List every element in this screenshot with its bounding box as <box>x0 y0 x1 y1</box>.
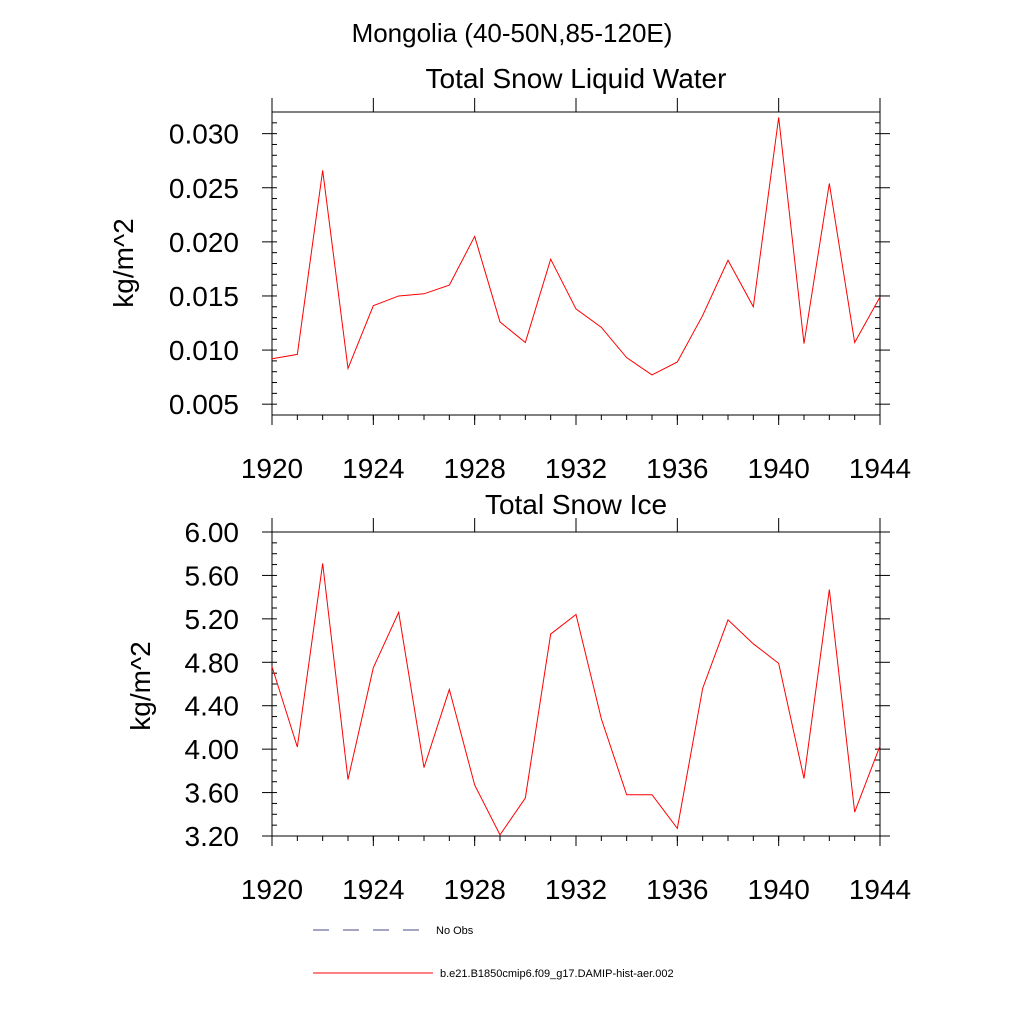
chart2-x-tick-label: 1920 <box>241 874 303 905</box>
chart1-x-tick-label: 1940 <box>748 453 810 484</box>
chart2-plot-frame <box>271 531 881 837</box>
chart1-plot-frame <box>271 111 881 416</box>
legend: No Obs b.e21.B1850cmip6.f09_g17.DAMIP-hi… <box>313 925 674 980</box>
chart1-y-tick-label: 0.010 <box>169 335 239 366</box>
chart1-y-tick-label: 0.015 <box>169 281 239 312</box>
legend-label-model: b.e21.B1850cmip6.f09_g17.DAMIP-hist-aer.… <box>440 968 674 980</box>
chart1-x-tick-label: 1932 <box>545 453 607 484</box>
chart1-series-line <box>271 117 881 376</box>
chart2-x-tick-label: 1940 <box>748 874 810 905</box>
y-axis-label-1: kg/m^2 <box>108 218 139 307</box>
chart2-y-tick-label: 4.00 <box>185 734 240 765</box>
chart2-y-tick-label: 4.40 <box>185 691 240 722</box>
chart1-x-tick-label: 1928 <box>444 453 506 484</box>
chart2-x-tick-label: 1924 <box>342 874 404 905</box>
chart2-x-tick-label: 1932 <box>545 874 607 905</box>
chart1-y-tick-label: 0.005 <box>169 389 239 420</box>
chart1-x-tick-label: 1924 <box>342 453 404 484</box>
chart2-y-tick-label: 3.20 <box>185 821 240 852</box>
chart1-x-tick-label: 1920 <box>241 453 303 484</box>
chart2-x-tick-label: 1936 <box>646 874 708 905</box>
chart1-y-tick-label: 0.030 <box>169 119 239 150</box>
chart1-y-tick-label: 0.025 <box>169 173 239 204</box>
chart2-y-tick-label: 6.00 <box>185 517 240 548</box>
chart1-x-tick-label: 1944 <box>849 453 911 484</box>
chart2-y-tick-label: 5.20 <box>185 604 240 635</box>
chart2-y-tick-label: 4.80 <box>185 647 240 678</box>
chart1-y-tick-label: 0.020 <box>169 227 239 258</box>
chart-title-2: Total Snow Ice <box>485 489 667 520</box>
chart1-x-tick-label: 1936 <box>646 453 708 484</box>
chart2-y-tick-label: 3.60 <box>185 778 240 809</box>
page-title: Mongolia (40-50N,85-120E) <box>352 18 673 48</box>
legend-label-no-obs: No Obs <box>436 925 474 937</box>
chart2-y-tick-label: 5.60 <box>185 560 240 591</box>
chart2-x-tick-label: 1944 <box>849 874 911 905</box>
chart2-x-tick-label: 1928 <box>444 874 506 905</box>
chart2-series-line <box>271 563 881 836</box>
y-axis-label-2: kg/m^2 <box>125 641 156 730</box>
chart-title-1: Total Snow Liquid Water <box>426 63 727 94</box>
